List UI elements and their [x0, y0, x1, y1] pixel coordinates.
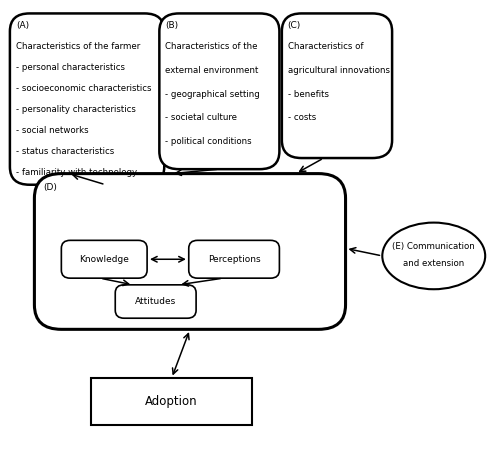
FancyBboxPatch shape — [34, 173, 345, 329]
Text: - benefits: - benefits — [288, 89, 329, 99]
FancyBboxPatch shape — [115, 285, 196, 318]
Text: external environment: external environment — [165, 66, 258, 75]
Text: and extension: and extension — [403, 258, 464, 267]
Text: Characteristics of: Characteristics of — [288, 42, 363, 51]
Text: Attitudes: Attitudes — [135, 297, 176, 306]
Text: Characteristics of the farmer: Characteristics of the farmer — [16, 42, 140, 51]
Text: (C): (C) — [288, 21, 301, 30]
FancyBboxPatch shape — [62, 240, 147, 278]
Text: - familiarity with technology: - familiarity with technology — [16, 168, 137, 177]
Text: (D): (D) — [43, 183, 57, 192]
Text: - social networks: - social networks — [16, 126, 88, 135]
Text: Adoption: Adoption — [146, 395, 198, 408]
Text: - costs: - costs — [288, 113, 316, 122]
Ellipse shape — [382, 222, 485, 289]
Text: - societal culture: - societal culture — [165, 113, 237, 122]
Text: - socioeconomic characteristics: - socioeconomic characteristics — [16, 84, 152, 93]
Text: (E) Communication: (E) Communication — [392, 242, 475, 251]
Text: agricultural innovations: agricultural innovations — [288, 66, 390, 75]
Text: Knowledge: Knowledge — [80, 255, 129, 264]
Text: - political conditions: - political conditions — [165, 137, 252, 146]
Text: Characteristics of the: Characteristics of the — [165, 42, 258, 51]
Text: - personality characteristics: - personality characteristics — [16, 105, 136, 114]
Text: (A): (A) — [16, 21, 29, 30]
FancyBboxPatch shape — [160, 14, 280, 169]
Text: - status characteristics: - status characteristics — [16, 147, 114, 156]
FancyBboxPatch shape — [189, 240, 280, 278]
FancyBboxPatch shape — [10, 14, 164, 185]
Text: - geographical setting: - geographical setting — [165, 89, 260, 99]
FancyBboxPatch shape — [91, 378, 252, 425]
FancyBboxPatch shape — [282, 14, 392, 158]
Text: Perceptions: Perceptions — [208, 255, 260, 264]
Text: - personal characteristics: - personal characteristics — [16, 63, 125, 72]
Text: (B): (B) — [165, 21, 178, 30]
